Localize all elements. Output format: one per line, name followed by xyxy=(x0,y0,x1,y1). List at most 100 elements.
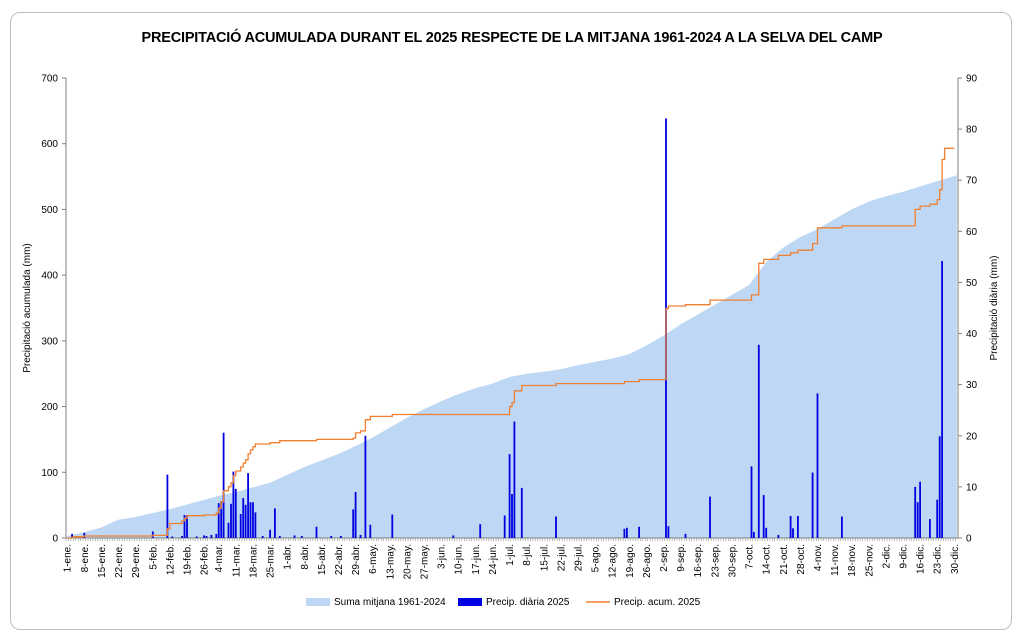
daily-precip-bar xyxy=(753,531,755,538)
daily-precip-bar xyxy=(667,526,670,538)
daily-precip-bar xyxy=(508,454,511,538)
daily-precip-bar xyxy=(215,533,218,538)
daily-precip-bar xyxy=(916,502,919,538)
x-tick-label: 30-sep. xyxy=(727,544,738,577)
x-tick-label: 21-oct. xyxy=(779,544,790,575)
x-tick-label: 24-jun. xyxy=(488,544,499,575)
ticks-group: 0 100 200 300 400 500 600 700 0 10 20 30 40 50 60 70 80 9… xyxy=(41,74,977,580)
daily-precip-bar xyxy=(254,512,257,538)
y-right-tick-label: 70 xyxy=(966,176,978,187)
y-right-tick-label: 10 xyxy=(966,482,978,493)
x-tick-label: 17-jun. xyxy=(471,544,482,575)
y-right-tick-label: 20 xyxy=(966,431,978,442)
daily-precip-bar xyxy=(222,432,225,538)
daily-precip-bar xyxy=(330,536,333,538)
daily-precip-bar xyxy=(274,508,276,538)
daily-precip-bar xyxy=(638,526,640,538)
daily-precip-bar xyxy=(234,488,237,538)
y-left-tick-label: 400 xyxy=(41,271,58,282)
daily-precip-bar xyxy=(71,533,73,538)
daily-precip-bar xyxy=(520,487,523,538)
y-right-tick-label: 80 xyxy=(966,125,978,136)
x-tick-label: 27-may. xyxy=(420,544,431,579)
daily-precip-bar xyxy=(249,502,252,538)
x-tick-label: 16-dic. xyxy=(916,544,927,574)
daily-precip-bar xyxy=(247,473,249,538)
daily-precip-bar xyxy=(762,495,765,538)
daily-precip-bar xyxy=(811,472,814,538)
daily-precip-bar xyxy=(789,516,792,538)
daily-precip-bar xyxy=(354,492,357,538)
x-tick-label: 29-jul. xyxy=(574,544,585,571)
daily-precip-bar xyxy=(359,534,362,538)
daily-precip-bar xyxy=(166,474,169,538)
x-tick-label: 15-abr. xyxy=(317,544,328,575)
x-tick-label: 11-nov. xyxy=(830,544,841,576)
daily-precip-bar xyxy=(626,527,628,538)
cumulative-precip-line xyxy=(67,147,955,539)
y-axis-right-title: Precipitació diària (mm) xyxy=(989,255,1000,360)
x-tick-label: 12-ago. xyxy=(608,544,619,578)
x-tick-label: 25-nov. xyxy=(864,544,875,577)
legend-label: Suma mitjana 1961-2024 xyxy=(334,597,446,608)
x-tick-label: 28-oct. xyxy=(796,544,807,575)
x-tick-label: 18-nov. xyxy=(847,544,858,577)
daily-precip-bar xyxy=(171,536,174,538)
x-tick-label: 15-jul. xyxy=(539,544,550,571)
x-tick-label: 19-feb. xyxy=(183,544,194,575)
legend-label: Precip. acum. 2025 xyxy=(614,597,701,608)
daily-precip-bar xyxy=(479,524,482,538)
daily-precip-bar xyxy=(914,486,917,538)
daily-precip-bar xyxy=(684,533,687,538)
x-tick-label: 8-ene. xyxy=(80,544,91,572)
x-tick-label: 22-abr. xyxy=(334,544,345,575)
daily-precip-bar xyxy=(217,503,220,538)
daily-precip-bar xyxy=(181,536,183,538)
daily-precip-bar xyxy=(195,536,198,538)
x-tick-label: 8-abr. xyxy=(300,544,311,570)
daily-precip-bar xyxy=(816,393,819,538)
daily-precip-bar xyxy=(340,536,342,538)
x-tick-label: 19-ago. xyxy=(625,544,636,578)
daily-precip-bar xyxy=(239,514,242,538)
x-tick-label: 1-abr. xyxy=(283,544,294,570)
daily-precip-bar xyxy=(919,481,921,538)
x-tick-label: 2-dic. xyxy=(881,544,892,568)
area-series-group xyxy=(67,175,957,539)
y-right-tick-label: 50 xyxy=(966,278,978,289)
daily-precip-bar xyxy=(230,503,232,538)
daily-precip-bar xyxy=(555,516,557,538)
y-left-tick-label: 300 xyxy=(41,336,58,347)
daily-precip-bar xyxy=(300,536,303,538)
daily-precip-bar xyxy=(938,436,941,538)
daily-precip-bar xyxy=(293,535,296,538)
daily-precip-bar xyxy=(941,261,943,538)
daily-precip-bar xyxy=(278,536,281,538)
x-tick-label: 1-ene. xyxy=(63,544,74,572)
y-left-tick-label: 700 xyxy=(41,74,58,85)
daily-precip-bar xyxy=(232,471,235,538)
daily-precip-bar xyxy=(750,466,753,538)
x-tick-label: 16-sep. xyxy=(693,544,704,577)
daily-precip-bar xyxy=(227,522,230,538)
x-tick-label: 26-feb. xyxy=(200,544,211,575)
x-tick-label: 4-nov. xyxy=(813,544,824,571)
y-right-tick-label: 90 xyxy=(966,74,978,85)
daily-precip-bar xyxy=(352,509,355,538)
y-left-tick-label: 0 xyxy=(52,534,58,545)
daily-precip-bar xyxy=(369,524,372,538)
daily-precip-bar xyxy=(777,534,780,538)
daily-precip-bar xyxy=(765,527,768,538)
daily-precip-bar xyxy=(936,499,939,538)
x-tick-label: 9-sep. xyxy=(676,544,687,572)
legend-label: Precip. diària 2025 xyxy=(486,597,570,608)
area-series-suma-mitjana xyxy=(67,175,957,539)
daily-precip-bar xyxy=(391,514,394,538)
daily-precip-bar xyxy=(242,498,245,538)
daily-precip-bar xyxy=(244,504,247,538)
x-tick-label: 1-jul. xyxy=(505,544,516,566)
y-left-tick-label: 100 xyxy=(41,468,58,479)
x-tick-label: 29-ene. xyxy=(131,544,142,578)
x-tick-label: 4-mar. xyxy=(214,544,225,572)
